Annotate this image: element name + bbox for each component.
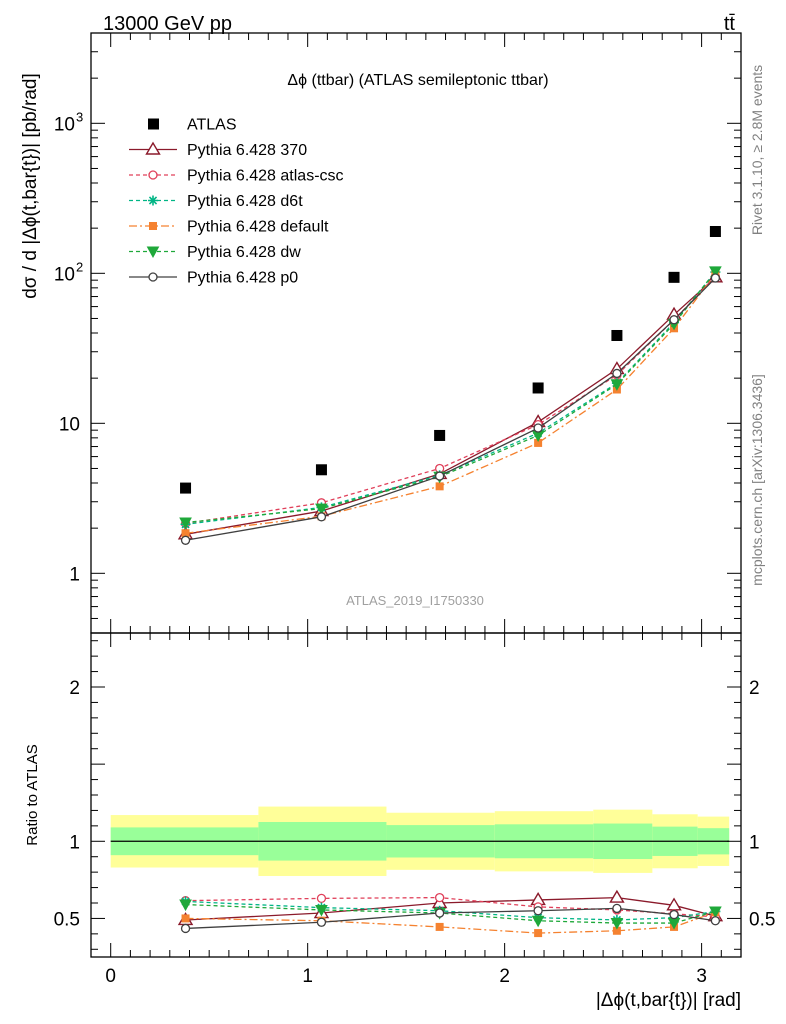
series-point bbox=[179, 517, 192, 530]
series-point bbox=[180, 535, 191, 545]
rivet-version-label: Rivet 3.1.10, ≥ 2.8M events bbox=[749, 65, 765, 235]
ratio-y-tick-label-right: 2 bbox=[749, 678, 760, 699]
legend-marker bbox=[145, 141, 161, 155]
ratio-series-point bbox=[610, 918, 624, 930]
ratio-series-point bbox=[709, 906, 722, 919]
ratio-series-point bbox=[534, 929, 543, 938]
atlas-data-point bbox=[434, 429, 446, 441]
legend-marker bbox=[149, 222, 157, 230]
legend-label: Pythia 6.428 d6t bbox=[187, 193, 303, 210]
ratio-series-point bbox=[531, 915, 545, 928]
series-point bbox=[435, 482, 444, 491]
series-point bbox=[533, 423, 543, 433]
ratio-series-point bbox=[533, 906, 543, 916]
x-tick-label: 1 bbox=[302, 966, 313, 987]
ratio-series-point bbox=[315, 904, 328, 917]
ratio-series-point bbox=[179, 899, 192, 912]
ratio-series-line bbox=[185, 903, 716, 924]
ratio-series-point bbox=[316, 917, 327, 927]
legend-marker bbox=[148, 118, 159, 130]
series-point bbox=[710, 273, 721, 283]
atlas-data-point bbox=[611, 329, 623, 341]
legend-marker bbox=[148, 170, 158, 180]
ratio-plot-frame bbox=[90, 632, 742, 958]
y-tick-label-exponent: 3 bbox=[76, 109, 83, 124]
main-plot-title: Δϕ (ttbar) (ATLAS semileptonic ttbar) bbox=[287, 72, 548, 89]
y-tick-label: 10 bbox=[59, 414, 80, 435]
x-tick-label: 0 bbox=[105, 966, 116, 987]
series-point bbox=[709, 266, 722, 278]
process-label: tt̄ bbox=[724, 13, 736, 35]
legend-label: Pythia 6.428 p0 bbox=[187, 270, 298, 287]
ratio-y-tick-label-right: 1 bbox=[749, 832, 760, 853]
legend-label: Pythia 6.428 370 bbox=[187, 142, 307, 159]
ratio-y-tick-label: 0.5 bbox=[54, 909, 80, 930]
series-line bbox=[185, 273, 716, 534]
series-line bbox=[185, 276, 716, 535]
ratio-series-point bbox=[434, 892, 445, 903]
ratio-series-point bbox=[434, 908, 445, 918]
ratio-series-line bbox=[185, 896, 716, 921]
ratio-y-axis-label: Ratio to ATLAS bbox=[24, 744, 41, 845]
atlas-data-point bbox=[315, 464, 327, 476]
energy-label: 13000 GeV pp bbox=[103, 13, 232, 35]
main-y-axis-label: dσ / d |Δϕ(t,bar{t})| [pb/rad] bbox=[20, 73, 41, 299]
y-tick-label: 10 bbox=[54, 264, 75, 285]
x-tick-label: 2 bbox=[499, 966, 510, 987]
legend-label: ATLAS bbox=[187, 117, 237, 134]
y-tick-label-exponent: 2 bbox=[76, 259, 83, 274]
series-point bbox=[181, 529, 190, 538]
series-point bbox=[612, 368, 622, 379]
ratio-y-tick-label: 2 bbox=[69, 678, 80, 699]
y-tick-label: 1 bbox=[69, 564, 80, 585]
series-line bbox=[185, 270, 716, 524]
x-axis-label: |Δϕ(t,bar{t})| [rad] bbox=[596, 990, 741, 1011]
legend-marker bbox=[148, 272, 158, 282]
ratio-y-tick-label: 1 bbox=[69, 832, 80, 853]
mcplots-source-label: mcplots.cern.ch [arXiv:1306.3436] bbox=[749, 374, 765, 586]
y-tick-label: 10 bbox=[54, 114, 75, 135]
series-line bbox=[185, 277, 716, 541]
ratio-series-point bbox=[612, 903, 622, 914]
ratio-panel: 0 1 2 3 0.5 0.5 1 1 2 2 bbox=[54, 632, 775, 987]
series-line bbox=[185, 271, 716, 526]
legend-marker bbox=[148, 195, 158, 206]
atlas-data-point bbox=[668, 271, 680, 283]
ratio-series-point bbox=[180, 923, 191, 934]
series-point bbox=[534, 438, 543, 447]
legend-label: Pythia 6.428 atlas-csc bbox=[187, 168, 344, 185]
atlas-data-point bbox=[532, 382, 544, 394]
atlas-data-point bbox=[709, 225, 721, 237]
ratio-series-point bbox=[316, 893, 327, 904]
x-tick-label: 3 bbox=[696, 966, 707, 987]
legend: ATLAS Pythia 6.428 370 Pythia 6.428 atlas-… bbox=[129, 117, 344, 287]
series-point bbox=[316, 512, 327, 522]
ratio-series-point bbox=[710, 916, 721, 926]
series-point bbox=[669, 315, 679, 325]
legend-marker bbox=[146, 246, 160, 259]
ratio-y-tick-label-right: 0.5 bbox=[749, 909, 775, 930]
atlas-data-point bbox=[180, 482, 192, 494]
legend-label: Pythia 6.428 default bbox=[187, 219, 329, 236]
series-point bbox=[315, 503, 328, 516]
ratio-series-point bbox=[181, 914, 190, 923]
series-point bbox=[434, 471, 445, 481]
ratio-series-point bbox=[669, 909, 679, 920]
series-point bbox=[610, 379, 624, 391]
series-line bbox=[185, 276, 716, 525]
ratio-series-point bbox=[612, 926, 621, 935]
ratio-series-point bbox=[435, 922, 444, 931]
ratio-series-point bbox=[609, 889, 625, 903]
legend-label: Pythia 6.428 dw bbox=[187, 244, 301, 261]
analysis-tag: ATLAS_2019_I1750330 bbox=[346, 593, 484, 608]
